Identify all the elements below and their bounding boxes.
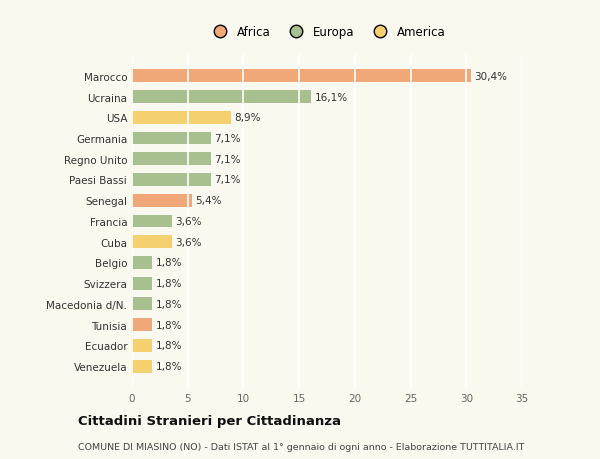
Text: 7,1%: 7,1% [214, 175, 241, 185]
Bar [132, 319, 152, 331]
Text: 1,8%: 1,8% [155, 299, 182, 309]
Bar [132, 257, 152, 269]
Bar [132, 215, 172, 228]
Bar [132, 70, 471, 83]
Bar [132, 298, 152, 311]
Text: 30,4%: 30,4% [474, 72, 507, 82]
Text: 7,1%: 7,1% [214, 134, 241, 144]
Text: 8,9%: 8,9% [235, 113, 261, 123]
Text: 16,1%: 16,1% [315, 92, 348, 102]
Bar [132, 277, 152, 290]
Bar [132, 132, 211, 145]
Text: 1,8%: 1,8% [155, 258, 182, 268]
Bar [132, 194, 192, 207]
Text: 3,6%: 3,6% [175, 237, 202, 247]
Bar [132, 174, 211, 186]
Text: 3,6%: 3,6% [175, 217, 202, 226]
Bar [132, 153, 211, 166]
Text: COMUNE DI MIASINO (NO) - Dati ISTAT al 1° gennaio di ogni anno - Elaborazione TU: COMUNE DI MIASINO (NO) - Dati ISTAT al 1… [78, 442, 524, 451]
Text: 1,8%: 1,8% [155, 320, 182, 330]
Bar [132, 112, 231, 124]
Text: 5,4%: 5,4% [196, 196, 222, 206]
Text: 1,8%: 1,8% [155, 279, 182, 289]
Text: Cittadini Stranieri per Cittadinanza: Cittadini Stranieri per Cittadinanza [78, 414, 341, 428]
Text: 1,8%: 1,8% [155, 341, 182, 351]
Bar [132, 360, 152, 373]
Bar [132, 91, 311, 104]
Text: 1,8%: 1,8% [155, 361, 182, 371]
Text: 7,1%: 7,1% [214, 154, 241, 164]
Bar [132, 339, 152, 352]
Legend: Africa, Europa, America: Africa, Europa, America [203, 21, 451, 44]
Bar [132, 236, 172, 249]
